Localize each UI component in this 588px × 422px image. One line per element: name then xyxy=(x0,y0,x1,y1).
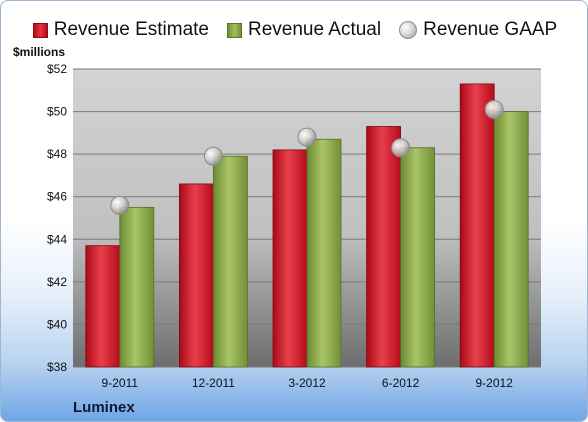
legend-swatch-estimate xyxy=(32,22,48,38)
x-tick-label: 9-2012 xyxy=(476,376,514,390)
bar-revenue-estimate xyxy=(272,149,308,368)
y-tick-label: $40 xyxy=(47,317,67,331)
bar-revenue-estimate xyxy=(459,83,495,368)
legend-item-gaap: Revenue GAAP xyxy=(399,19,557,41)
y-tick-label: $52 xyxy=(47,62,67,76)
bar-revenue-actual xyxy=(306,138,342,368)
y-tick-label: $44 xyxy=(47,232,67,246)
gaap-markers xyxy=(110,99,504,215)
bar-revenue-estimate xyxy=(366,126,402,368)
bars xyxy=(85,83,529,368)
y-tick-label: $46 xyxy=(47,190,67,204)
axis-labels: $38 $40 $42 $44 $46 $48 $50 $52 9-2011 12-2011 3-2… xyxy=(47,62,513,390)
bar-revenue-actual xyxy=(119,206,155,368)
legend-label-estimate: Revenue Estimate xyxy=(53,19,209,40)
y-tick-label: $48 xyxy=(47,147,67,161)
legend: Revenue Estimate Revenue Actual Revenue … xyxy=(1,17,587,43)
company-label: Luminex xyxy=(73,399,135,416)
y-tick-label: $42 xyxy=(47,275,67,289)
x-tick-label: 12-2011 xyxy=(192,376,235,390)
legend-swatch-gaap xyxy=(399,21,418,39)
legend-item-estimate: Revenue Estimate xyxy=(32,19,209,41)
marker-revenue-gaap xyxy=(484,99,504,119)
legend-swatch-actual xyxy=(227,22,242,38)
legend-item-actual: Revenue Actual xyxy=(227,19,381,41)
marker-revenue-gaap xyxy=(203,146,223,166)
legend-label-gaap: Revenue GAAP xyxy=(423,19,558,40)
marker-revenue-gaap xyxy=(297,127,317,147)
y-axis-unit-label: $millions xyxy=(13,45,66,59)
x-tick-label: 6-2012 xyxy=(382,376,420,390)
x-tick-label: 9-2011 xyxy=(102,376,139,390)
bar-revenue-actual xyxy=(400,147,436,368)
marker-revenue-gaap xyxy=(110,195,130,215)
marker-revenue-gaap xyxy=(391,138,411,158)
x-tick-label: 3-2012 xyxy=(288,376,326,390)
y-tick-label: $50 xyxy=(47,105,67,119)
bar-revenue-estimate xyxy=(178,183,214,368)
bar-revenue-actual xyxy=(493,111,529,368)
legend-label-actual: Revenue Actual xyxy=(248,19,382,40)
y-tick-label: $38 xyxy=(47,360,67,374)
bar-revenue-estimate xyxy=(85,245,121,368)
bar-revenue-actual xyxy=(212,155,248,368)
